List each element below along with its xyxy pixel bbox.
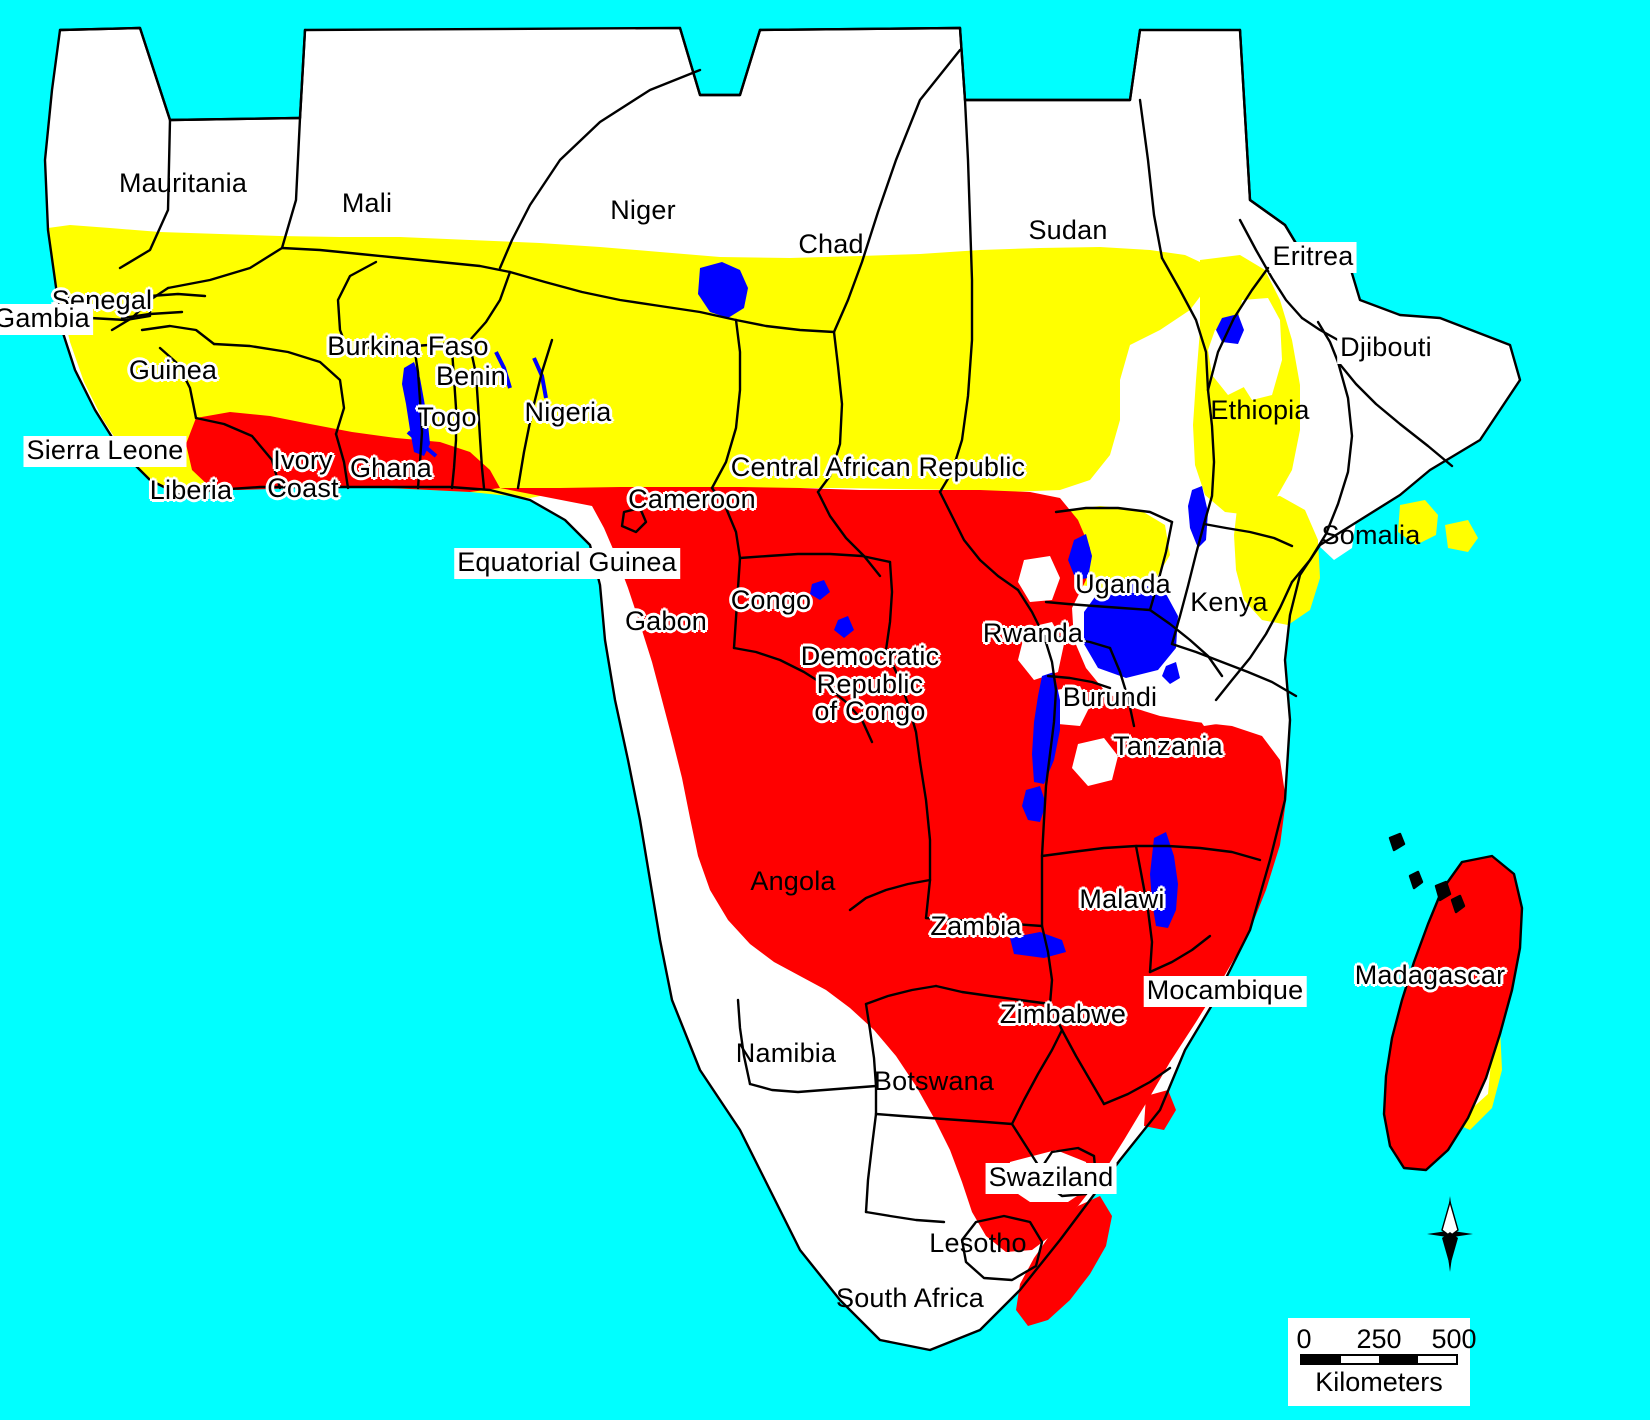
country-label-south-africa: South Africa: [836, 1283, 984, 1313]
country-label-cameroon: Cameroon: [628, 484, 756, 514]
country-label-burundi: Burundi: [1062, 682, 1158, 712]
country-label-liberia: Liberia: [149, 475, 233, 505]
scale-tick-250: 250: [1356, 1324, 1402, 1354]
country-label-ghana: Ghana: [349, 453, 433, 483]
country-label-nigeria: Nigeria: [524, 397, 612, 427]
country-label-gabon: Gabon: [624, 606, 708, 636]
north-arrow: [1427, 1196, 1473, 1277]
country-label-central-african-rep: Central African Republic: [730, 452, 1026, 482]
country-label-malawi: Malawi: [1079, 884, 1165, 914]
country-label-angola: Angola: [750, 866, 836, 896]
country-label-chad: Chad: [798, 229, 864, 259]
scale-tick-0: 0: [1296, 1324, 1312, 1354]
country-label-eritrea: Eritrea: [1269, 242, 1357, 273]
country-label-equatorial-guinea: Equatorial Guinea: [454, 548, 680, 579]
scale-bar-ticks: 0 250 500: [1296, 1324, 1476, 1354]
country-label-niger: Niger: [610, 195, 676, 225]
country-label-dr-congo: Democratic Republic of Congo: [800, 641, 940, 727]
country-label-benin: Benin: [435, 361, 507, 391]
country-label-ethiopia: Ethiopia: [1210, 395, 1310, 425]
country-label-somalia: Somalia: [1321, 520, 1421, 550]
country-label-namibia: Namibia: [735, 1038, 837, 1068]
country-label-lesotho: Lesotho: [929, 1228, 1027, 1258]
country-label-togo: Togo: [417, 402, 477, 432]
country-label-madagascar: Madagascar: [1354, 960, 1506, 990]
scale-bar-graphic: [1300, 1354, 1458, 1365]
country-label-rwanda: Rwanda: [982, 618, 1084, 648]
country-label-kenya: Kenya: [1190, 587, 1268, 617]
country-label-sierra-leone: Sierra Leone: [23, 436, 187, 467]
country-label-sudan: Sudan: [1028, 215, 1108, 245]
country-label-uganda: Uganda: [1075, 569, 1171, 599]
country-label-djibouti: Djibouti: [1337, 333, 1435, 364]
scale-bar-units: Kilometers: [1315, 1367, 1443, 1397]
country-label-mali: Mali: [341, 188, 393, 218]
country-label-guinea: Guinea: [128, 355, 218, 385]
scale-bar: 0 250 500 Kilometers: [1288, 1318, 1477, 1406]
country-label-mauritania: Mauritania: [118, 168, 248, 198]
country-label-burkina-faso: Burkina Faso: [327, 331, 489, 361]
scale-tick-500: 500: [1431, 1324, 1477, 1354]
country-label-gambia: Gambia: [0, 304, 93, 335]
country-label-tanzania: Tanzania: [1113, 731, 1223, 761]
country-label-swaziland: Swaziland: [985, 1163, 1117, 1194]
country-label-mocambique: Mocambique: [1143, 976, 1307, 1007]
country-label-zimbabwe: Zimbabwe: [999, 999, 1127, 1029]
country-label-ivory-coast: Ivory Coast: [267, 445, 339, 503]
country-label-congo: Congo: [730, 585, 812, 615]
country-label-botswana: Botswana: [873, 1066, 995, 1096]
north-arrow-icon: [1427, 1196, 1473, 1272]
country-label-zambia: Zambia: [930, 911, 1022, 941]
zone-endemic-red: [186, 412, 1522, 1326]
